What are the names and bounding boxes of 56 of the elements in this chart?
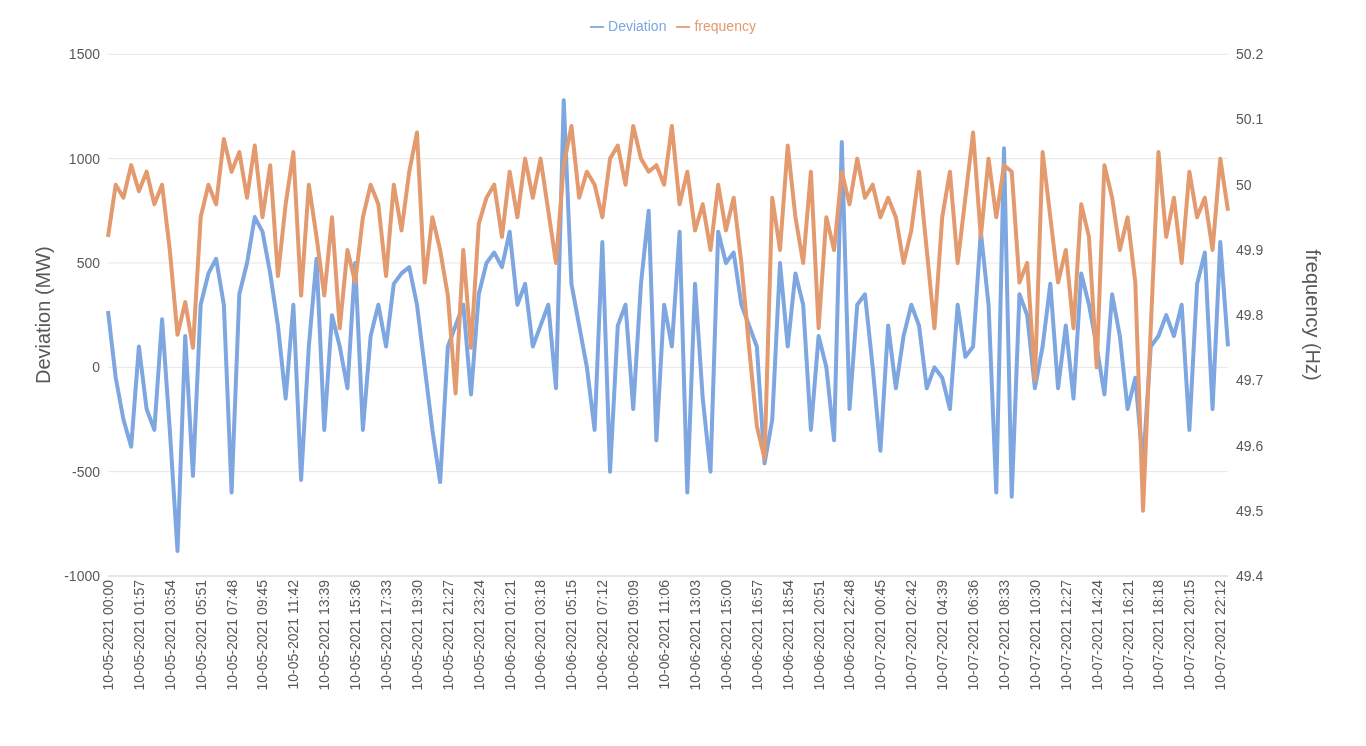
x-tick-label: 10-06-2021 03:18 (532, 579, 549, 691)
x-tick-label: 10-05-2021 19:30 (408, 579, 425, 691)
legend-label: frequency (694, 18, 756, 34)
y2-tick-label: 49.6 (1236, 437, 1264, 454)
x-tick-label: 10-06-2021 09:09 (625, 579, 642, 691)
x-tick-label: 10-07-2021 18:18 (1150, 579, 1167, 691)
x-tick-label: 10-06-2021 11:06 (656, 579, 673, 690)
y2-tick-label: 49.8 (1236, 307, 1264, 324)
y-tick-label: -500 (71, 463, 101, 480)
x-tick-label: 10-07-2021 00:45 (872, 579, 889, 691)
x-tick-label: 10-06-2021 20:51 (810, 579, 827, 691)
x-tick-label: 10-06-2021 01:21 (501, 579, 518, 691)
x-tick-label: 10-05-2021 11:42 (285, 579, 302, 690)
y-tick-label: 0 (92, 359, 101, 376)
x-tick-label: 10-07-2021 06:36 (965, 579, 982, 691)
x-tick-label: 10-06-2021 05:15 (563, 579, 580, 691)
x-tick-label: 10-07-2021 14:24 (1088, 579, 1105, 691)
y-tick-label: 500 (76, 254, 101, 271)
x-tick-label: 10-07-2021 08:33 (995, 579, 1012, 691)
x-tick-label: 10-06-2021 16:57 (748, 579, 765, 691)
y2-tick-label: 50 (1236, 176, 1252, 193)
x-tick-label: 10-05-2021 13:39 (316, 579, 333, 691)
x-tick-label: 10-07-2021 16:21 (1119, 579, 1136, 691)
x-tick-label: 10-06-2021 22:48 (841, 579, 858, 691)
x-tick-label: 10-05-2021 15:36 (347, 579, 364, 691)
x-tick-label: 10-06-2021 18:54 (779, 579, 796, 691)
y2-axis-title: frequency (Hz) (1301, 249, 1324, 381)
x-tick-label: 10-07-2021 20:15 (1181, 579, 1198, 691)
y-axis-title: Deviation (MW) (32, 246, 55, 385)
legend-label: Deviation (608, 18, 667, 34)
x-tick-label: 10-05-2021 07:48 (223, 579, 240, 691)
x-tick-label: 10-05-2021 21:27 (439, 579, 456, 691)
y2-tick-label: 49.7 (1236, 372, 1264, 389)
x-tick-label: 10-07-2021 10:30 (1026, 579, 1043, 691)
y-tick-label: 1500 (68, 46, 101, 63)
y2-tick-label: 50.2 (1236, 46, 1264, 63)
y2-tick-label: 49.4 (1236, 567, 1264, 584)
x-tick-label: 10-07-2021 02:42 (903, 579, 920, 691)
x-tick-label: 10-05-2021 23:24 (470, 579, 487, 691)
y2-tick-label: 49.9 (1236, 241, 1264, 258)
x-tick-label: 10-05-2021 05:51 (192, 579, 209, 691)
y2-tick-label: 50.1 (1236, 111, 1264, 128)
x-tick-label: 10-05-2021 00:00 (99, 579, 116, 691)
x-tick-label: 10-05-2021 09:45 (254, 579, 271, 691)
x-tick-label: 10-05-2021 17:33 (378, 579, 395, 691)
y-tick-label: 1000 (68, 150, 101, 167)
x-tick-label: 10-05-2021 03:54 (161, 579, 178, 691)
x-tick-label: 10-05-2021 01:57 (130, 579, 147, 691)
y-tick-label: -1000 (64, 567, 101, 584)
y2-tick-label: 49.5 (1236, 502, 1264, 519)
x-tick-label: 10-07-2021 22:12 (1212, 579, 1229, 691)
x-tick-label: 10-07-2021 12:27 (1057, 579, 1074, 691)
x-tick-label: 10-06-2021 07:12 (594, 579, 611, 691)
x-tick-label: 10-07-2021 04:39 (934, 579, 951, 691)
x-tick-label: 10-06-2021 13:03 (686, 579, 703, 691)
x-tick-label: 10-06-2021 15:00 (717, 579, 734, 691)
